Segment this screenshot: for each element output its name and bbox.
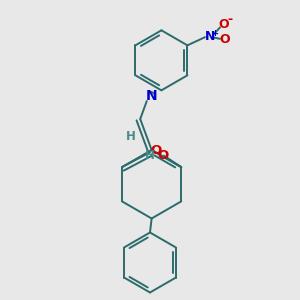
Text: O: O [157,149,168,162]
Text: -: - [227,13,232,26]
Text: O: O [150,144,161,157]
Text: O: O [219,18,229,31]
Text: N: N [205,30,215,43]
Text: H: H [145,148,155,162]
Text: +: + [211,29,218,38]
Text: N: N [146,89,158,103]
Text: H: H [125,130,135,142]
Text: O: O [219,33,230,46]
